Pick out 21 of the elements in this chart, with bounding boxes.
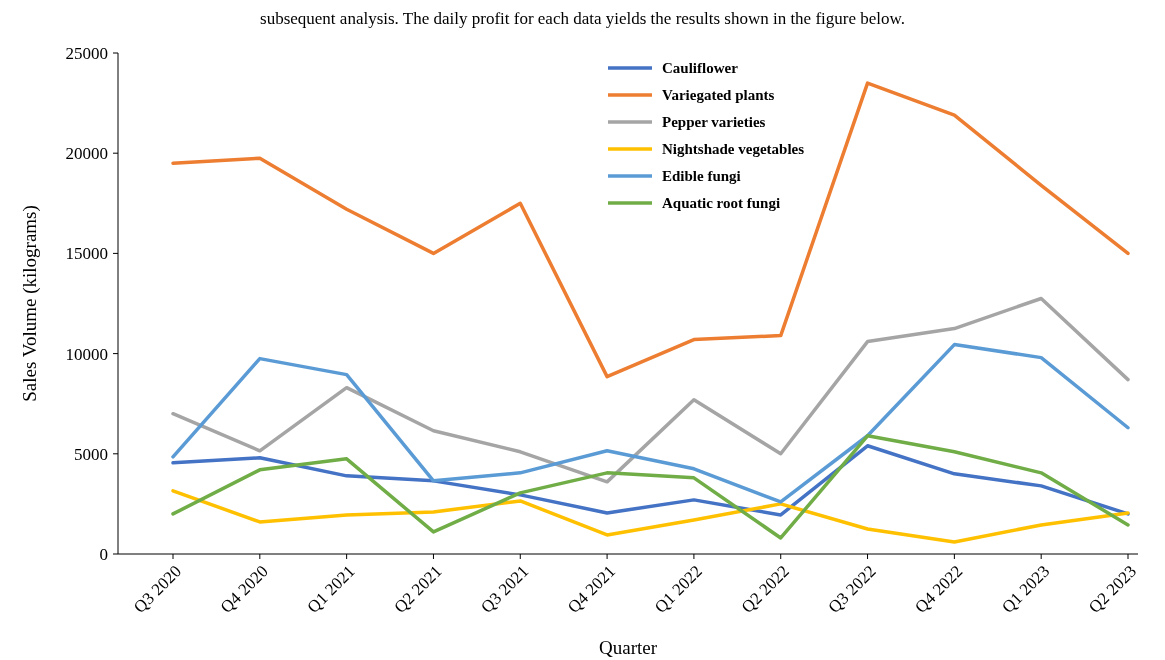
y-tick-label: 10000 xyxy=(65,344,108,364)
text: subsequent analysis. The daily profit for each data yields the results shown in the figure below. xyxy=(260,9,905,28)
y-axis-title: Sales Volume (kilograms) xyxy=(19,205,41,402)
line-series xyxy=(171,444,1130,517)
y-tick-label: 0 xyxy=(99,544,108,564)
legend-label: Variegated plants xyxy=(662,87,775,104)
line-series xyxy=(171,342,1130,504)
legend-label: Pepper varieties xyxy=(662,114,766,131)
legend-label: Edible fungi xyxy=(662,168,741,185)
line-series xyxy=(171,296,1130,484)
line-series xyxy=(171,489,1130,544)
y-tick-label: 15000 xyxy=(65,244,108,264)
legend-label: Cauliflower xyxy=(662,60,739,77)
legend-label: Aquatic root fungi xyxy=(662,195,781,212)
line-series xyxy=(171,434,1130,540)
y-tick-label: 25000 xyxy=(65,43,108,63)
y-tick-label: 5000 xyxy=(74,444,108,464)
legend-label: Nightshade vegetables xyxy=(662,141,805,158)
y-tick-label: 20000 xyxy=(65,144,108,164)
line-series xyxy=(171,81,1130,379)
x-axis-title: Quarter xyxy=(598,637,658,658)
